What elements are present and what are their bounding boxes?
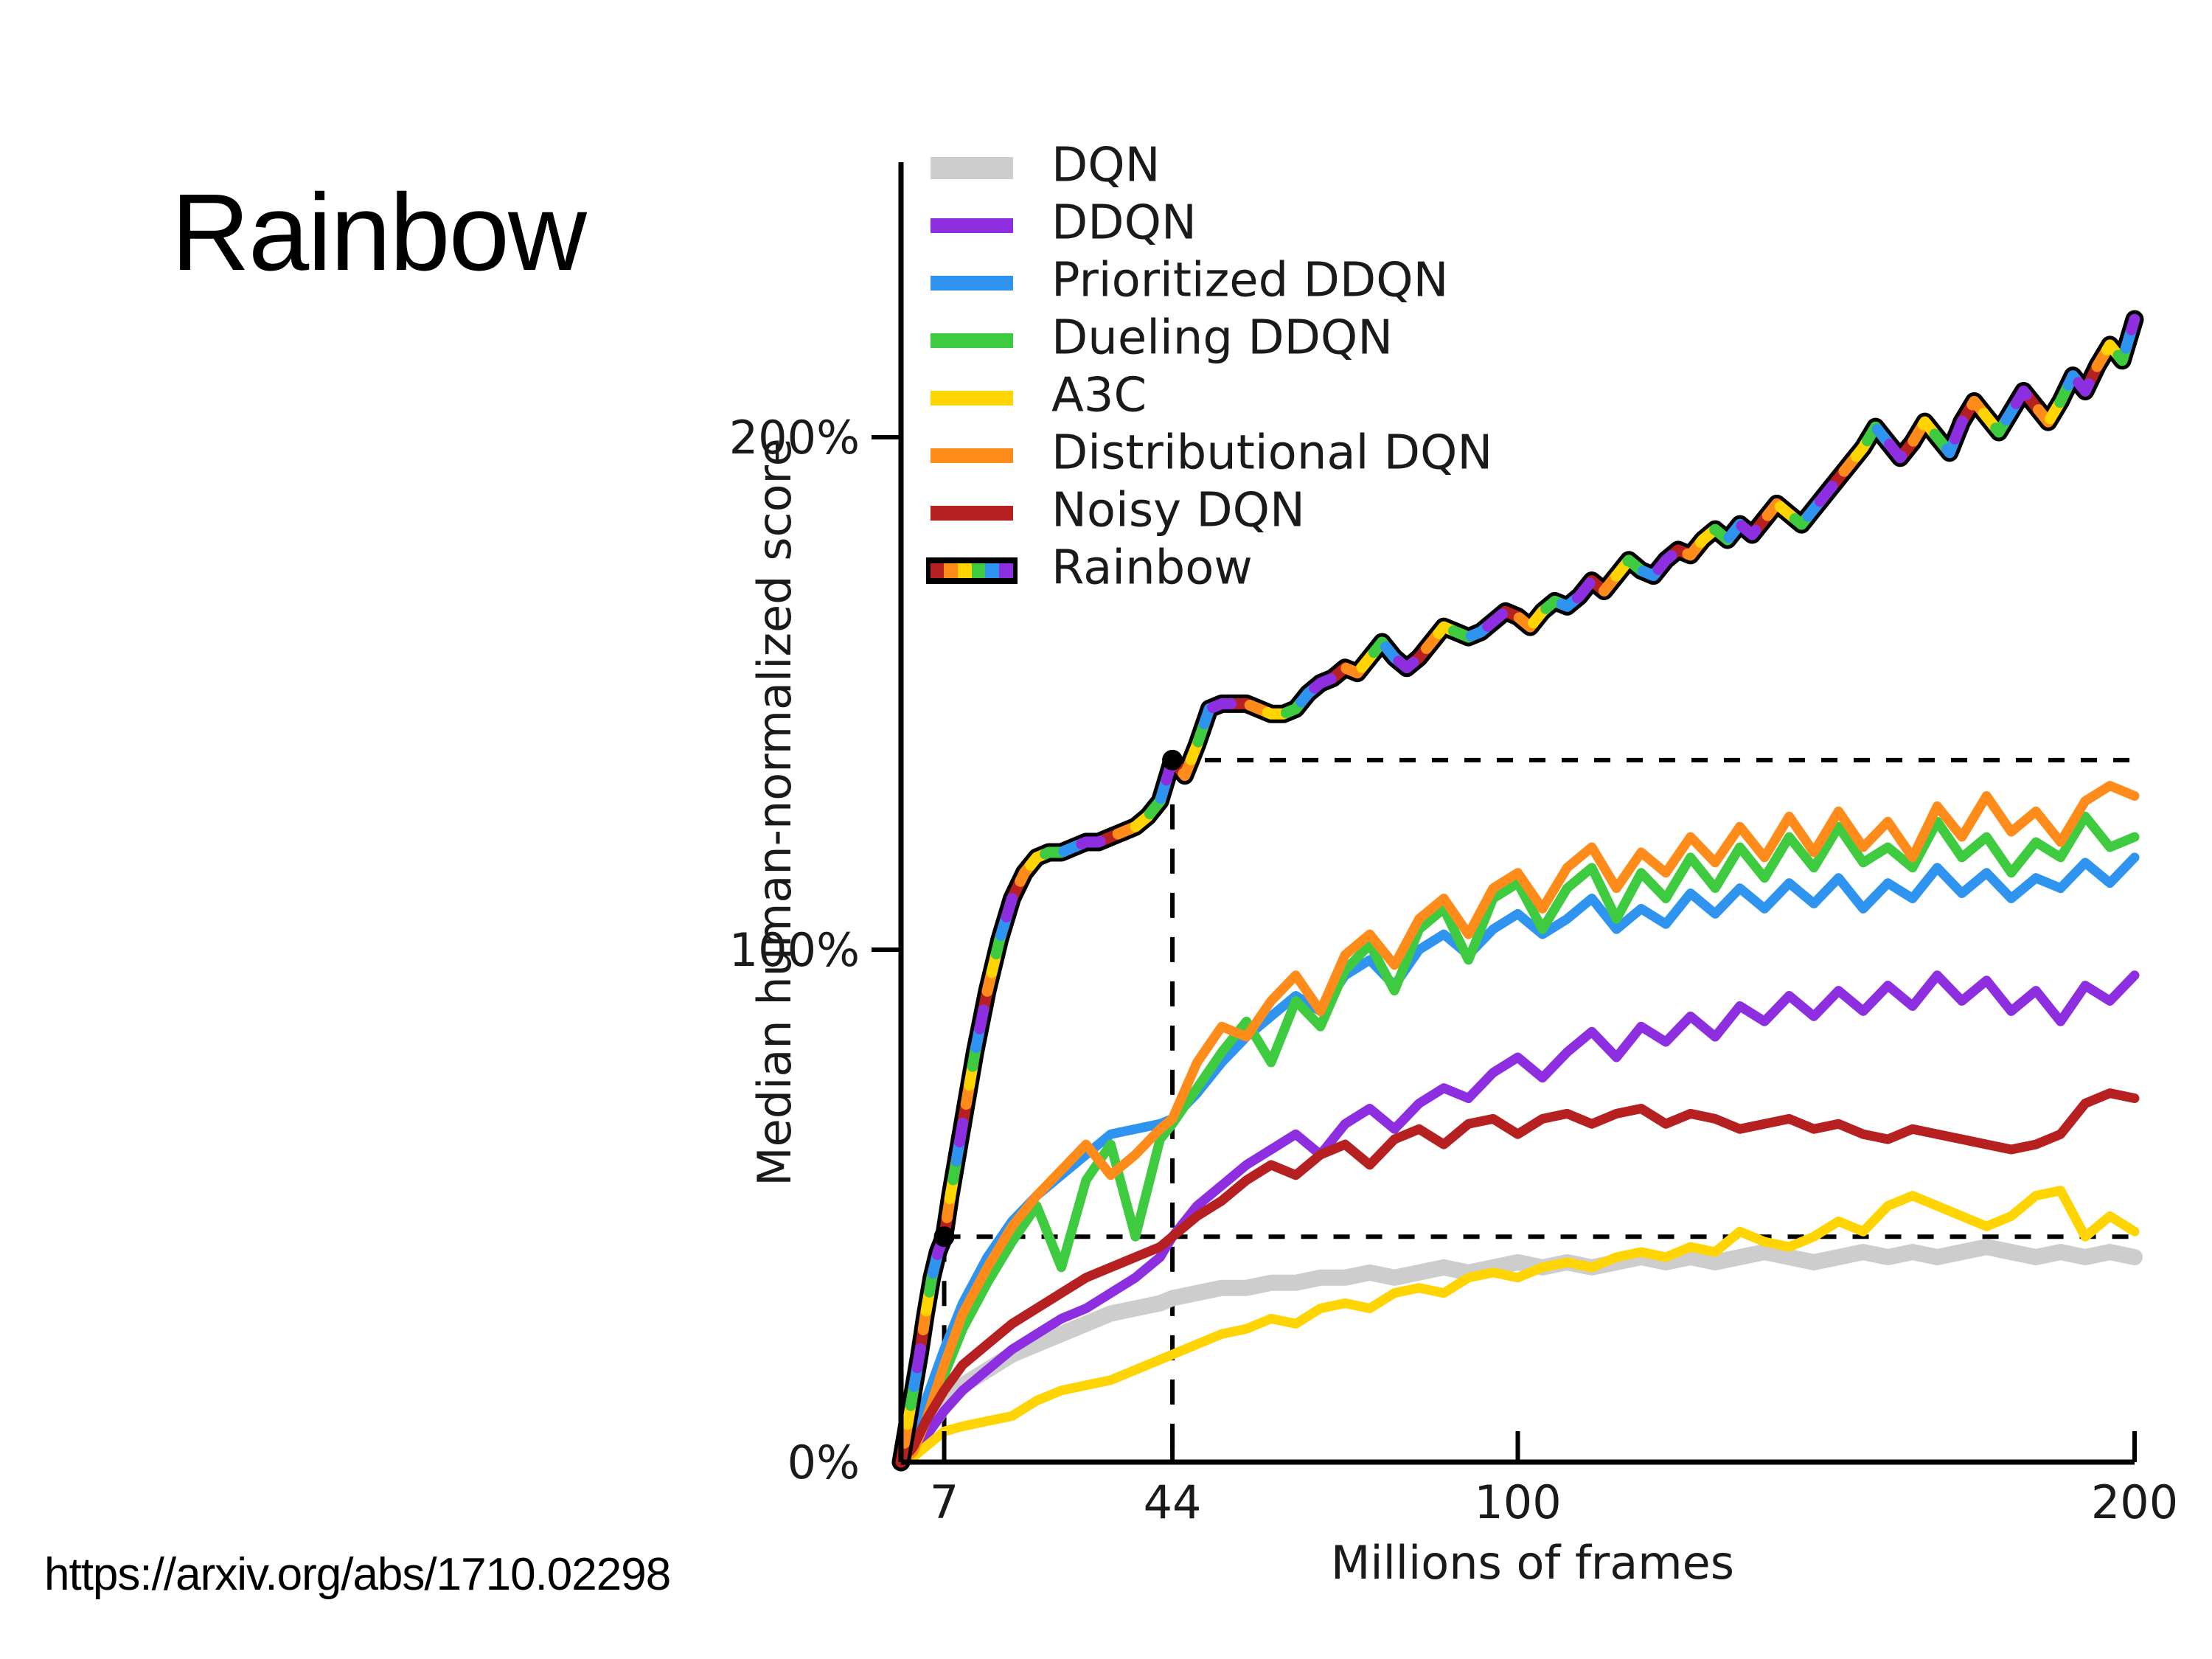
y-tick-label: 0% <box>787 1436 860 1489</box>
legend-label-noisy-dqn: Noisy DQN <box>1051 484 1305 538</box>
legend-swatch-rainbow <box>931 563 1013 578</box>
legend-swatch-distributional-dqn <box>931 448 1013 463</box>
legend-label-ddqn: DDQN <box>1051 196 1197 251</box>
x-axis-ticks: 7 44 100 200 <box>930 1431 2178 1529</box>
series-line-rainbow-segment <box>895 313 2140 1468</box>
page-title: Rainbow <box>171 172 587 293</box>
x-axis-title: Millions of frames <box>1331 1536 1734 1590</box>
series-line-noisy-dqn <box>896 1088 2140 1467</box>
chart-svg: 0%100%200% 7 44 100 200 Millions of frames … <box>729 139 2178 1590</box>
x-tick-label: 200 <box>2091 1475 2178 1529</box>
legend-label-rainbow: Rainbow <box>1051 541 1253 596</box>
plot-area <box>891 310 2144 1472</box>
series-line-distributional-dqn <box>896 781 2140 1467</box>
x-tick-label: 7 <box>930 1475 959 1529</box>
x-tick-label: 100 <box>1474 1475 1561 1529</box>
series-line-rainbow-segment <box>895 313 2140 1468</box>
y-tick-label: 100% <box>729 923 860 977</box>
legend-swatch-dueling-ddqn <box>931 333 1013 348</box>
y-axis-ticks: 0% 100% 200% <box>729 411 901 1489</box>
legend-swatch-dqn <box>931 157 1013 179</box>
series-line-dueling-ddqn <box>896 811 2140 1467</box>
source-url-text: https://arxiv.org/abs/1710.02298 <box>44 1549 671 1600</box>
series-line-dqn <box>893 1239 2143 1470</box>
y-tick-label: 200% <box>729 411 860 465</box>
legend-swatch-noisy-dqn <box>931 506 1013 521</box>
legend-swatch-a3c <box>931 391 1013 406</box>
y-axis-title: Median human-normalized score <box>748 438 801 1186</box>
annotation-dot <box>933 1226 955 1248</box>
series-line-rainbow-segment <box>895 313 2140 1468</box>
legend-swatch-prioritized-ddqn <box>931 276 1013 291</box>
legend-label-dueling-ddqn: Dueling DDQN <box>1051 311 1393 366</box>
x-tick-label: 44 <box>1144 1475 1202 1529</box>
legend-label-a3c: A3C <box>1051 369 1147 423</box>
series-line-ddqn <box>896 970 2140 1467</box>
axes-group: 0% 100% 200% 7 44 100 200 <box>729 162 2178 1529</box>
series-line-prioritized-ddqn <box>896 852 2140 1467</box>
legend-label-dqn: DQN <box>1051 139 1161 193</box>
annotation-dot <box>1162 749 1183 771</box>
chart-figure: 0% 100% 200% 7 44 100 200 Millions of frames … <box>729 133 2183 1593</box>
legend-label-prioritized-ddqn: Prioritized DDQN <box>1051 254 1448 308</box>
legend-label-distributional-dqn: Distributional DQN <box>1051 426 1492 481</box>
legend-swatch-ddqn <box>931 218 1013 233</box>
series-line-a3c <box>896 1186 2140 1467</box>
